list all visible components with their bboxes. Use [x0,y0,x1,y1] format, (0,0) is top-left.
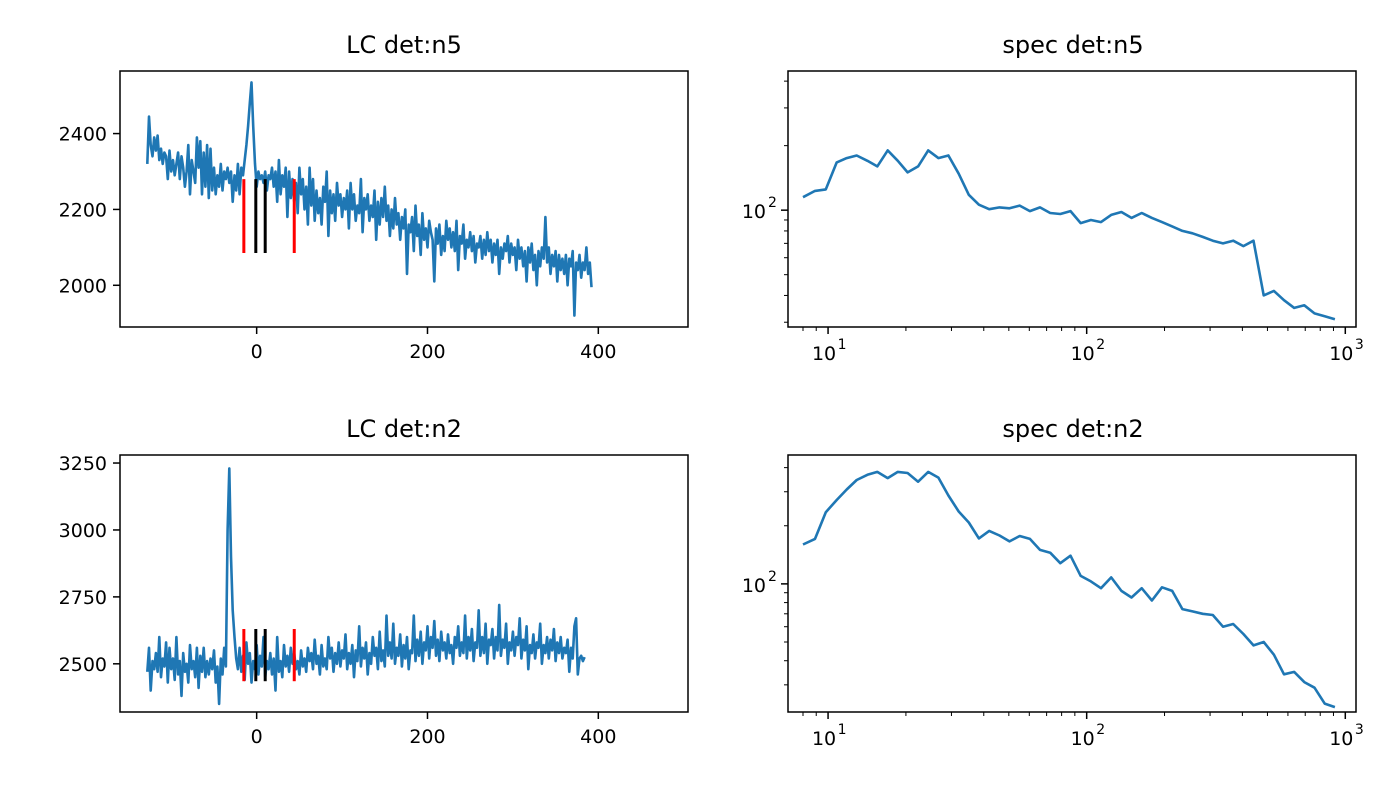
x-tick-label: 400 [580,726,616,748]
chart-lc-n5: LC det:n5 0 200 400 2000 2200 2400 [59,31,689,363]
axes-frame [119,70,689,328]
y-tick-label: 10 [742,575,766,597]
axes-frame [787,70,1357,328]
series-line [802,149,1336,321]
y-tick-label: 10 [742,201,766,223]
axes-frame [119,454,689,713]
y-tick-label: 2200 [59,199,107,221]
y-tick-label: 2750 [59,587,107,609]
y-tick-label: 3250 [59,453,107,475]
x-tick-label: 200 [409,341,445,363]
y-tick-label: 2400 [59,124,107,146]
series-line [802,470,1336,709]
x-tick-label: 10 [1071,343,1095,365]
x-tick-exponent: 1 [838,337,847,353]
chart-title: LC det:n2 [346,415,462,443]
x-tick-label: 10 [1329,728,1353,750]
y-tick-label: 2500 [59,654,107,676]
axes-frame [787,454,1357,713]
y-tick-exponent: 2 [768,569,777,585]
chart-title: spec det:n2 [1002,415,1143,443]
x-tick-label: 0 [251,726,263,748]
chart-title: LC det:n5 [346,31,462,59]
x-tick-exponent: 2 [1096,337,1105,353]
x-tick-exponent: 3 [1355,337,1364,353]
chart-title: spec det:n5 [1002,31,1143,59]
x-tick-exponent: 2 [1096,722,1105,738]
series-line [146,467,586,706]
x-tick-label: 10 [812,343,836,365]
x-tick-label: 400 [580,341,616,363]
x-tick-label: 200 [409,726,445,748]
y-tick-label: 2000 [59,275,107,297]
chart-lc-n2: LC det:n2 0 200 400 2500 2750 3000 3250 [59,415,689,748]
y-tick-label: 3000 [59,520,107,542]
x-tick-label: 10 [1329,343,1353,365]
x-tick-label: 10 [812,728,836,750]
x-tick-label: 0 [251,341,263,363]
series-line [146,81,593,317]
y-tick-exponent: 2 [768,195,777,211]
x-tick-label: 10 [1071,728,1095,750]
x-tick-exponent: 1 [838,722,847,738]
x-tick-exponent: 3 [1355,722,1364,738]
